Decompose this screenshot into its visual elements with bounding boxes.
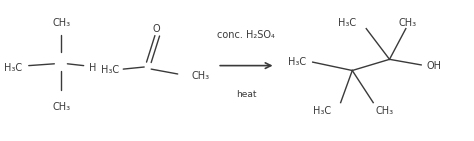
Text: H₃C: H₃C	[4, 63, 22, 73]
Text: H₃C: H₃C	[288, 57, 306, 67]
Text: CH₃: CH₃	[52, 18, 71, 28]
Text: H₃C: H₃C	[338, 18, 356, 28]
Text: heat: heat	[236, 90, 256, 99]
Text: CH₃: CH₃	[399, 18, 417, 28]
Text: H: H	[89, 63, 97, 73]
Text: conc. H₂SO₄: conc. H₂SO₄	[217, 30, 275, 40]
Text: OH: OH	[427, 61, 442, 71]
Text: H₃C: H₃C	[313, 106, 331, 116]
Text: H₃C: H₃C	[101, 66, 119, 75]
Text: CH₃: CH₃	[191, 71, 210, 81]
Text: O: O	[153, 24, 161, 34]
Text: CH₃: CH₃	[52, 102, 71, 112]
Text: CH₃: CH₃	[375, 106, 394, 116]
